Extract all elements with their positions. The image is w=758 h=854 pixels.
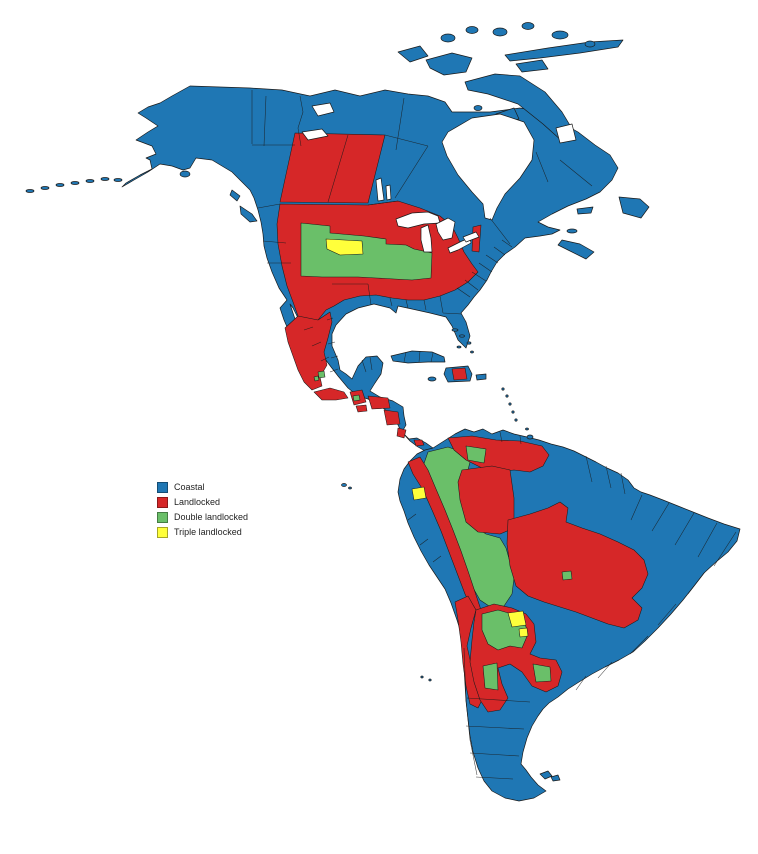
kodiak-island <box>179 170 191 178</box>
atlantic-canada-islands <box>557 196 650 260</box>
vancouver-island <box>239 205 258 223</box>
pacific-islands <box>25 170 432 682</box>
legend-item: Triple landlocked <box>157 526 248 538</box>
nebraska <box>325 238 364 256</box>
venezuela-colombia-interior <box>447 435 550 473</box>
caribbean-islands <box>390 328 534 440</box>
legend-label: Landlocked <box>174 496 221 507</box>
galapagos <box>341 483 347 487</box>
great-slave-lake <box>301 128 329 141</box>
venezuela-amazonas <box>465 445 487 464</box>
lake-huron <box>435 217 456 241</box>
lake-ontario <box>462 231 480 243</box>
legend-swatch-icon <box>157 526 168 538</box>
legend-label: Double landlocked <box>174 511 249 522</box>
brazil-central-interior <box>506 501 649 629</box>
admin-borders <box>251 90 737 780</box>
haida-gwaii <box>229 189 241 202</box>
prairie-provinces <box>279 132 386 204</box>
hudson-bay <box>441 113 535 221</box>
triple-landlocked-regions <box>325 238 529 638</box>
legend-item: Coastal <box>157 481 248 493</box>
distrito-federal <box>561 570 573 581</box>
falkland-islands <box>539 770 561 782</box>
costa-rica-interior <box>396 427 407 439</box>
ecuador-peru-spot <box>411 486 427 501</box>
inland-water <box>301 102 577 254</box>
lake-winnipeg <box>375 177 385 202</box>
uruguay-border-region <box>532 663 552 683</box>
panama-interior <box>413 439 425 447</box>
anticosti-island <box>576 206 594 215</box>
legend-label: Coastal <box>174 481 205 492</box>
jamaica <box>427 376 437 382</box>
legend-item: Double landlocked <box>157 511 248 523</box>
nicaragua-interior <box>383 409 401 426</box>
legend: Coastal Landlocked Double landlocked Tri… <box>157 481 248 538</box>
lake-erie <box>447 237 472 254</box>
legend-swatch-icon <box>157 496 168 508</box>
trinidad <box>526 434 534 440</box>
legend-swatch-icon <box>157 511 168 523</box>
lake-michigan <box>420 224 433 253</box>
legend-label: Triple landlocked <box>174 526 242 537</box>
legend-item: Landlocked <box>157 496 248 508</box>
amazonas-block <box>457 465 515 535</box>
puerto-rico <box>475 373 487 381</box>
nova-scotia <box>557 239 595 260</box>
honduras-interior <box>367 395 391 410</box>
legend-swatch-icon <box>157 481 168 493</box>
ungava-bay <box>555 123 577 144</box>
paraguay-spot <box>507 610 527 628</box>
cuba <box>390 350 446 364</box>
arctic-islands <box>397 22 624 142</box>
vermont <box>471 224 482 253</box>
el-salvador-interior <box>355 404 368 413</box>
mexico-interior <box>284 311 333 391</box>
prince-edward-island <box>566 228 578 234</box>
mexico-city-region <box>317 370 326 379</box>
us-midwest-cluster <box>300 222 433 281</box>
great-bear-lake <box>311 102 335 117</box>
newfoundland-island <box>618 196 650 219</box>
guatemala-double <box>352 394 361 402</box>
mexico-south-interior <box>313 387 349 401</box>
cordoba <box>482 662 499 691</box>
hispaniola-interior <box>451 367 468 381</box>
